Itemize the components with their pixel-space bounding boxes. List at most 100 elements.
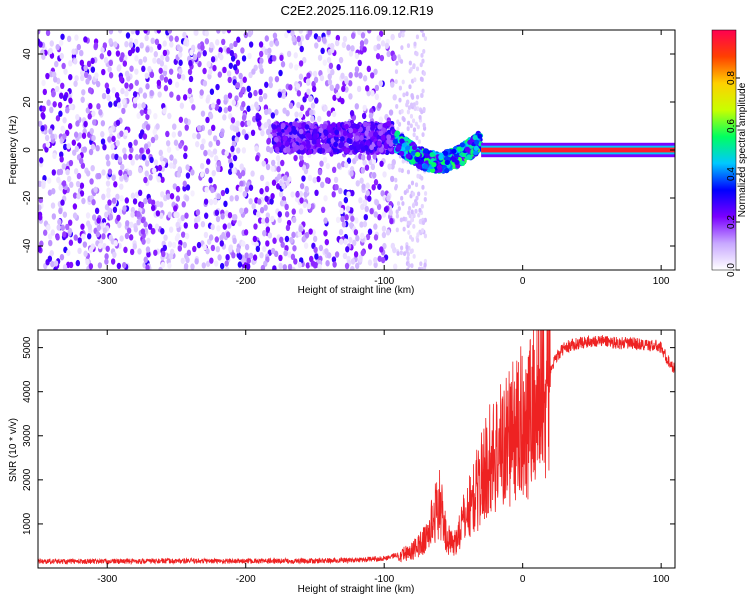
spectrogram-cell [305, 78, 311, 85]
spectrogram-cell [423, 262, 427, 268]
spectrogram-cell [386, 134, 392, 140]
spectrogram-cell [137, 103, 143, 110]
spectrogram-cell [286, 30, 292, 34]
spectrogram-cell [276, 141, 282, 148]
spectrogram-cell [212, 148, 218, 155]
spectrogram-cell [236, 147, 241, 154]
spectrogram-cell [82, 146, 88, 153]
spectrogram-cell [153, 134, 159, 141]
spectrogram-cell [334, 183, 339, 191]
spectrogram-cell [257, 120, 262, 127]
spectrogram-cell [200, 44, 205, 51]
spectrogram-cell [110, 143, 115, 151]
spectrogram-cell [213, 155, 219, 162]
spectrogram-cell [294, 111, 299, 118]
spectrogram-cell [246, 105, 251, 112]
spectrogram-cell [378, 80, 384, 87]
colorbar-gradient [711, 29, 737, 271]
spectrogram-cell [415, 195, 419, 201]
spectrogram-cell [66, 249, 71, 257]
spectrogram-cell [316, 35, 322, 43]
spectrogram-cell [323, 104, 328, 112]
spectrogram-cell [190, 44, 196, 52]
spectrogram-cell [310, 102, 316, 109]
spectrogram-cell [186, 249, 192, 257]
spectrogram-cell [79, 182, 85, 189]
spectrogram-cell [359, 134, 364, 141]
spectrogram-cell [373, 179, 379, 186]
spectrogram-cell [168, 35, 174, 42]
spectrogram-cell [352, 141, 358, 147]
spectrogram-cell [323, 195, 328, 202]
spectrogram-cell [113, 100, 118, 107]
spectrogram-cell [169, 91, 174, 98]
spectrogram-cell [128, 234, 134, 241]
spectrogram-cell [38, 180, 42, 188]
spectrogram-cell [123, 246, 128, 254]
spectrogram-cell [401, 158, 405, 164]
spectrogram-cell [149, 71, 155, 79]
spectrogram-cell [291, 231, 296, 239]
spectrogram-cell [145, 124, 151, 131]
spectrogram-cell [395, 209, 399, 215]
spectrogram-cell [83, 250, 88, 257]
spectrogram-cell [376, 34, 381, 42]
spectrogram-cell [124, 82, 129, 89]
spectrogram-cell [314, 253, 319, 260]
spectrogram-cell [117, 221, 122, 229]
spectrogram-cell [108, 101, 113, 108]
spectrogram-cell [224, 150, 229, 157]
spectrogram-cell [263, 260, 268, 267]
spectrogram-cell [362, 104, 367, 112]
spectrogram-cell [451, 157, 457, 163]
spectrogram-cell [304, 231, 310, 239]
spectrogram-cell [237, 172, 243, 179]
spectrogram-cell [379, 246, 384, 253]
spectrogram-cell [87, 113, 92, 120]
spectrogram-cell [405, 145, 411, 151]
spectrogram-cell [409, 249, 413, 254]
spectrogram-cell [104, 82, 110, 89]
spectrogram-cell [323, 230, 328, 237]
spectrogram-cell [343, 238, 348, 245]
spectrogram-cell [182, 241, 187, 249]
spectrogram-cell [306, 72, 311, 79]
spectrogram-cell [296, 35, 301, 43]
spectrogram-cell [162, 49, 168, 57]
spectrogram-cell [227, 222, 232, 229]
spectrogram-cell [355, 180, 360, 187]
spectrogram-cell [328, 62, 334, 70]
spectrogram-cell [142, 92, 148, 99]
spectrogram-cell [101, 193, 106, 201]
colorbar-tick-label: 0.8 [726, 71, 737, 85]
spectrogram-cell [66, 143, 71, 150]
spectrogram-cell [167, 112, 172, 120]
spectrogram-cell [402, 30, 406, 33]
snr-series-line [38, 330, 675, 566]
spectrogram-x-tick-label: 100 [653, 276, 670, 287]
spectrogram-cell [90, 66, 96, 73]
spectrogram-cell [183, 117, 189, 125]
spectrogram-cell [133, 38, 139, 46]
spectrogram-cell [188, 75, 194, 83]
spectrogram-cell [377, 102, 382, 109]
spectrogram-cell [202, 67, 207, 75]
spectrogram-cell [259, 207, 265, 214]
spectrogram-cell [123, 173, 128, 181]
spectrogram-cell [415, 151, 421, 158]
spectrogram-cell [118, 208, 123, 215]
spectrogram-cell [155, 123, 160, 130]
spectrogram-cell [355, 123, 360, 130]
spectrogram-cell [216, 193, 221, 200]
spectrogram-cell [398, 97, 402, 103]
spectrogram-cell [267, 232, 273, 239]
spectrogram-cell [395, 227, 399, 233]
spectrogram-cell [220, 189, 226, 197]
spectrogram-cell [119, 195, 124, 202]
spectrogram-cell [213, 198, 218, 206]
spectrogram-cell [280, 61, 286, 68]
spectrogram-cell [305, 33, 310, 41]
spectrogram-cell [291, 266, 296, 270]
spectrogram-cell [279, 54, 284, 62]
spectrogram-cell [80, 96, 85, 103]
